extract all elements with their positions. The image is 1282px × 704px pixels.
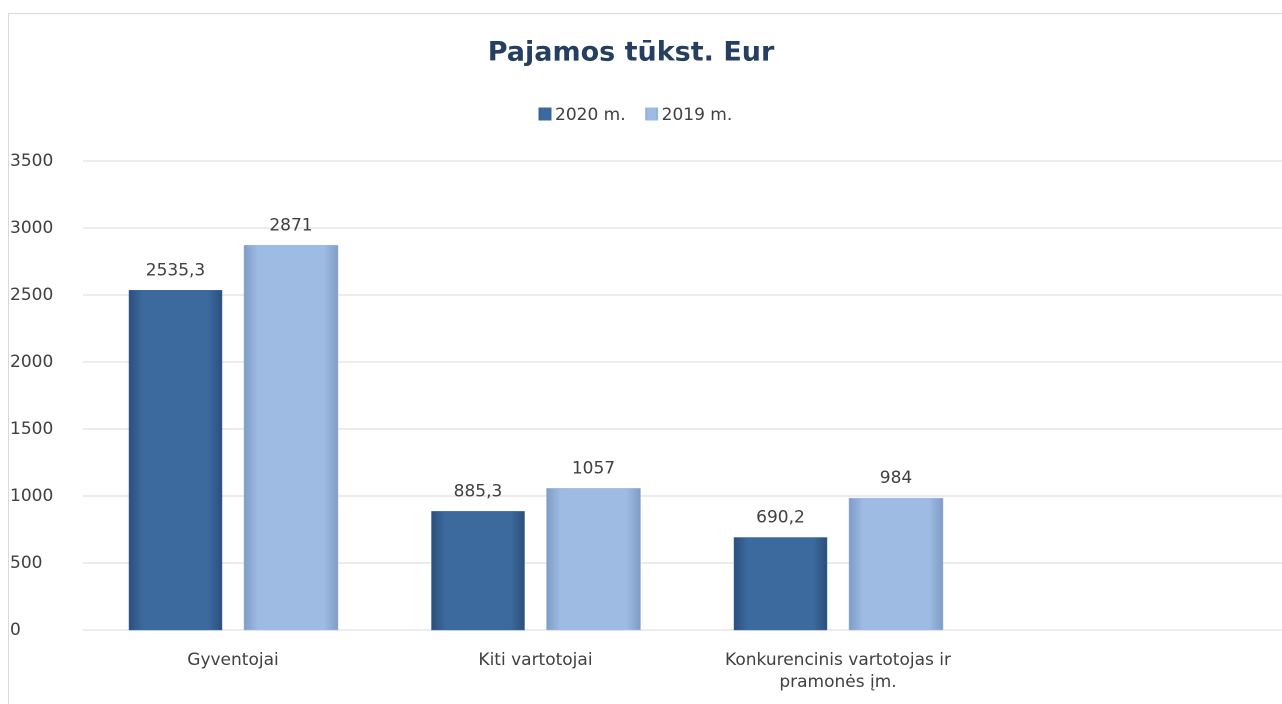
y-tick-label: 2500 (10, 285, 53, 305)
x-tick-label-box: Konkurencinis vartotojas ir pramonės įm. (725, 650, 951, 692)
data-label: 1057 (572, 458, 615, 478)
x-tick-label: Konkurencinis vartotojas ir pramonės įm. (725, 650, 951, 692)
legend-swatch (645, 107, 659, 121)
data-label: 690,2 (756, 508, 805, 528)
data-label: 2535,3 (146, 260, 205, 280)
chart-border (8, 13, 1282, 704)
data-label: 984 (880, 468, 912, 488)
y-tick-label: 1000 (10, 486, 53, 506)
y-tick-label: 3500 (10, 151, 53, 171)
legend-swatch (538, 107, 552, 121)
bar (733, 537, 828, 631)
bar (128, 290, 223, 631)
y-tick-label: 1500 (10, 419, 53, 439)
data-label: 2871 (269, 215, 312, 235)
bar (546, 488, 641, 631)
bar (431, 511, 525, 631)
y-tick-label: 2000 (10, 352, 53, 372)
y-tick-label: 0 (10, 620, 21, 640)
legend-label: 2020 m. (555, 105, 626, 125)
chart-title: Pajamos tūkst. Eur (488, 37, 775, 68)
bar (243, 245, 339, 631)
x-tick-label: Gyventojai (187, 650, 279, 670)
legend-label: 2019 m. (662, 105, 733, 125)
x-tick-label: Kiti vartotojai (478, 650, 593, 670)
y-tick-label: 500 (10, 553, 42, 573)
data-label: 885,3 (454, 481, 503, 501)
y-tick-label: 3000 (10, 218, 53, 238)
x-tick-label-box: Kiti vartotojai (478, 650, 593, 670)
x-tick-label-box: Gyventojai (187, 650, 279, 670)
bar (848, 497, 944, 631)
